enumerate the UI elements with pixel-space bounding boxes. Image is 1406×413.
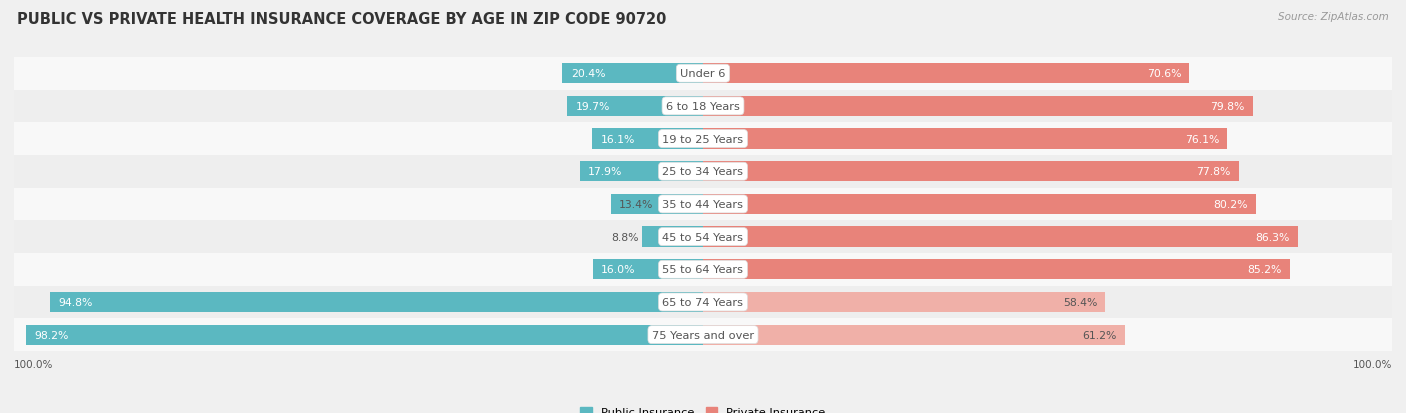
Bar bbox=[14, 286, 1392, 318]
Bar bbox=[592, 129, 703, 150]
Bar bbox=[643, 227, 703, 247]
Bar bbox=[14, 318, 1392, 351]
Text: 35 to 44 Years: 35 to 44 Years bbox=[662, 199, 744, 209]
Bar bbox=[703, 227, 1298, 247]
Bar bbox=[14, 123, 1392, 156]
Text: 85.2%: 85.2% bbox=[1247, 265, 1282, 275]
Text: 16.1%: 16.1% bbox=[600, 134, 634, 144]
Bar bbox=[610, 195, 703, 214]
Bar bbox=[567, 97, 703, 117]
Bar bbox=[703, 64, 1189, 84]
Text: 77.8%: 77.8% bbox=[1197, 167, 1230, 177]
Text: 55 to 64 Years: 55 to 64 Years bbox=[662, 265, 744, 275]
Bar bbox=[27, 325, 703, 345]
Text: 94.8%: 94.8% bbox=[58, 297, 93, 307]
Bar bbox=[703, 97, 1253, 117]
Bar bbox=[703, 259, 1289, 280]
Text: 17.9%: 17.9% bbox=[588, 167, 623, 177]
Bar bbox=[14, 58, 1392, 90]
Bar bbox=[703, 325, 1125, 345]
Bar bbox=[703, 292, 1105, 312]
Bar bbox=[579, 162, 703, 182]
Bar bbox=[49, 292, 703, 312]
Bar bbox=[14, 221, 1392, 253]
Bar bbox=[14, 90, 1392, 123]
Text: 100.0%: 100.0% bbox=[1353, 359, 1392, 369]
Bar bbox=[562, 64, 703, 84]
Text: 20.4%: 20.4% bbox=[571, 69, 605, 79]
Bar bbox=[14, 156, 1392, 188]
Text: 75 Years and over: 75 Years and over bbox=[652, 330, 754, 340]
Text: 86.3%: 86.3% bbox=[1256, 232, 1289, 242]
Bar bbox=[593, 259, 703, 280]
Text: 80.2%: 80.2% bbox=[1213, 199, 1247, 209]
Text: 65 to 74 Years: 65 to 74 Years bbox=[662, 297, 744, 307]
Text: Source: ZipAtlas.com: Source: ZipAtlas.com bbox=[1278, 12, 1389, 22]
Bar bbox=[14, 253, 1392, 286]
Text: 45 to 54 Years: 45 to 54 Years bbox=[662, 232, 744, 242]
Bar bbox=[703, 129, 1227, 150]
Text: 6 to 18 Years: 6 to 18 Years bbox=[666, 102, 740, 112]
Text: 19 to 25 Years: 19 to 25 Years bbox=[662, 134, 744, 144]
Text: 100.0%: 100.0% bbox=[14, 359, 53, 369]
Text: 79.8%: 79.8% bbox=[1211, 102, 1244, 112]
Text: 25 to 34 Years: 25 to 34 Years bbox=[662, 167, 744, 177]
Text: 13.4%: 13.4% bbox=[619, 199, 654, 209]
Bar bbox=[703, 195, 1256, 214]
Bar bbox=[14, 188, 1392, 221]
Text: 16.0%: 16.0% bbox=[600, 265, 636, 275]
Text: Under 6: Under 6 bbox=[681, 69, 725, 79]
Text: 61.2%: 61.2% bbox=[1083, 330, 1116, 340]
Text: 58.4%: 58.4% bbox=[1063, 297, 1097, 307]
Text: PUBLIC VS PRIVATE HEALTH INSURANCE COVERAGE BY AGE IN ZIP CODE 90720: PUBLIC VS PRIVATE HEALTH INSURANCE COVER… bbox=[17, 12, 666, 27]
Legend: Public Insurance, Private Insurance: Public Insurance, Private Insurance bbox=[576, 402, 830, 413]
Text: 8.8%: 8.8% bbox=[612, 232, 638, 242]
Text: 76.1%: 76.1% bbox=[1185, 134, 1219, 144]
Text: 70.6%: 70.6% bbox=[1147, 69, 1181, 79]
Text: 19.7%: 19.7% bbox=[575, 102, 610, 112]
Text: 98.2%: 98.2% bbox=[35, 330, 69, 340]
Bar bbox=[703, 162, 1239, 182]
